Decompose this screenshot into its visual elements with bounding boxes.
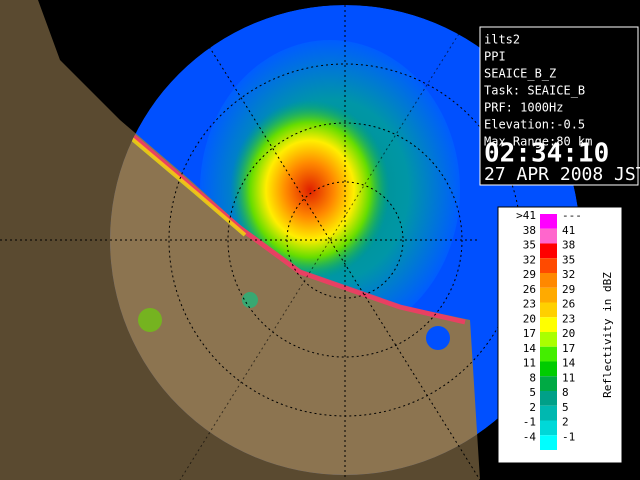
legend-low: -1: [523, 416, 536, 429]
legend-swatch: [540, 361, 557, 377]
legend-low: 11: [523, 357, 536, 370]
legend-high: 23: [562, 312, 575, 325]
legend-low: 8: [529, 371, 536, 384]
info-line: PPI: [484, 50, 506, 64]
info-line: PRF: 1000Hz: [484, 101, 563, 115]
date: 27 APR 2008 JST: [484, 164, 640, 185]
legend-title: Reflectivity in dBZ: [601, 272, 614, 398]
info-line: Elevation:-0.5: [484, 118, 585, 132]
legend-low: 14: [523, 342, 537, 355]
legend-swatch: [540, 228, 557, 244]
legend-high: 35: [562, 253, 575, 266]
legend-low: -4: [523, 430, 537, 443]
legend-swatch: [540, 302, 557, 318]
legend-low: 32: [523, 253, 536, 266]
legend-high: 20: [562, 327, 575, 340]
legend-low: 23: [523, 298, 536, 311]
info-text: ilts2 PPI SEAICE_B_Z Task: SEAICE_B PRF: 100…: [484, 33, 592, 149]
legend-swatch: [540, 287, 557, 303]
legend-high: 29: [562, 283, 575, 296]
legend-low: 20: [523, 312, 536, 325]
legend-low: 35: [523, 239, 536, 252]
info-line: SEAICE_B_Z: [484, 67, 556, 81]
info-line: ilts2: [484, 33, 520, 47]
legend-high: 41: [562, 224, 575, 237]
info-panel: [479, 26, 639, 186]
legend-low: >41: [516, 209, 536, 222]
legend-swatch: [540, 332, 557, 347]
legend-swatch: [540, 435, 557, 450]
legend-high: 2: [562, 416, 569, 429]
legend-swatch: [540, 405, 557, 421]
legend-low: 26: [523, 283, 536, 296]
legend-low: 2: [529, 401, 536, 414]
legend-high: 38: [562, 239, 575, 252]
legend-high: 8: [562, 386, 569, 399]
time: 02:34:10: [484, 139, 609, 169]
legend-high: 26: [562, 298, 575, 311]
legend-high: 17: [562, 342, 575, 355]
legend-swatch: [540, 258, 557, 273]
info-line: Task: SEAICE_B: [484, 84, 585, 98]
legend-low: 38: [523, 224, 536, 237]
legend-high: -1: [562, 430, 575, 443]
legend-swatch: [540, 317, 557, 332]
legend-low: 5: [529, 386, 536, 399]
legend-swatch: [540, 214, 557, 229]
legend-low: 29: [523, 268, 536, 281]
info-line: Max Range:80 km: [484, 135, 592, 149]
legend-swatch: [540, 243, 557, 259]
legend-swatch: [540, 273, 557, 288]
legend-high: 11: [562, 371, 575, 384]
legend-swatch: [540, 376, 557, 391]
legend-low: 17: [523, 327, 536, 340]
legend-swatch: [540, 391, 557, 406]
legend-swatch: [540, 346, 557, 362]
legend-swatch: [540, 420, 557, 436]
legend-high: ---: [562, 209, 582, 222]
legend-high: 14: [562, 357, 576, 370]
legend-high: 32: [562, 268, 575, 281]
legend-high: 5: [562, 401, 569, 414]
legend-panel: [497, 206, 623, 464]
